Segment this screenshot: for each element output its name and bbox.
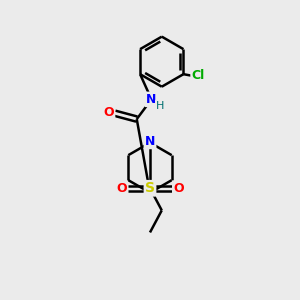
- Text: O: O: [103, 106, 114, 118]
- Text: N: N: [145, 135, 155, 148]
- Text: O: O: [116, 182, 127, 195]
- Text: N: N: [146, 93, 156, 106]
- Text: Cl: Cl: [191, 69, 205, 82]
- Text: S: S: [145, 181, 155, 195]
- Text: H: H: [156, 101, 164, 111]
- Text: O: O: [173, 182, 184, 195]
